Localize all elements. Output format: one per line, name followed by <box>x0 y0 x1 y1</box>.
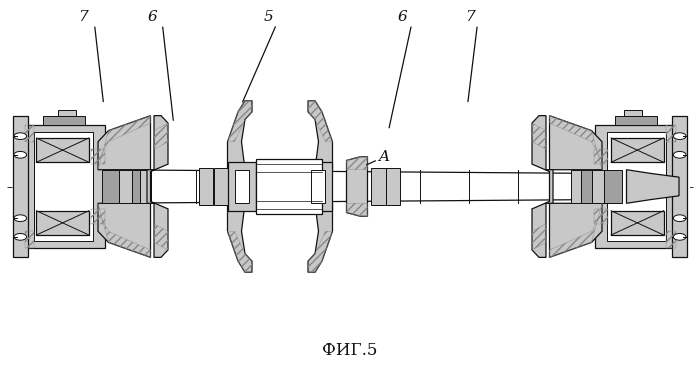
Polygon shape <box>308 203 332 272</box>
Bar <box>43 116 85 125</box>
Bar <box>119 170 132 203</box>
Bar <box>25 231 34 248</box>
Bar <box>34 132 93 241</box>
Bar <box>228 162 256 211</box>
Text: ФИГ.5: ФИГ.5 <box>322 342 378 359</box>
Bar <box>234 170 248 203</box>
Circle shape <box>673 233 686 240</box>
Bar <box>214 168 231 205</box>
Polygon shape <box>98 203 150 257</box>
Bar <box>592 170 604 203</box>
Polygon shape <box>346 157 368 216</box>
Circle shape <box>14 233 27 240</box>
Circle shape <box>673 133 686 140</box>
Bar <box>304 162 332 211</box>
Bar <box>624 110 642 116</box>
Bar <box>595 125 676 248</box>
Bar <box>91 209 105 224</box>
Bar <box>371 168 386 205</box>
Bar <box>58 110 76 116</box>
Bar <box>91 149 105 164</box>
Bar <box>386 168 400 205</box>
Bar <box>611 138 664 162</box>
Text: 6: 6 <box>148 10 158 24</box>
Bar <box>607 132 666 241</box>
Bar <box>256 159 322 214</box>
Bar <box>666 231 676 248</box>
Polygon shape <box>147 116 168 257</box>
Circle shape <box>673 215 686 222</box>
Bar <box>672 116 687 257</box>
Polygon shape <box>98 116 150 170</box>
Bar <box>25 125 105 248</box>
Polygon shape <box>550 116 602 170</box>
Polygon shape <box>550 203 602 257</box>
Bar <box>594 149 608 164</box>
Bar <box>36 138 89 162</box>
Circle shape <box>14 151 27 158</box>
Polygon shape <box>308 101 332 170</box>
Polygon shape <box>228 203 252 272</box>
Text: A: A <box>378 150 389 164</box>
Polygon shape <box>228 101 252 170</box>
Bar <box>604 170 622 203</box>
Bar <box>611 211 664 235</box>
Bar <box>312 170 326 203</box>
Bar <box>36 211 89 235</box>
Bar <box>666 125 676 142</box>
Polygon shape <box>532 116 553 257</box>
Bar <box>570 170 581 203</box>
Bar <box>594 209 608 224</box>
Polygon shape <box>626 170 679 203</box>
Polygon shape <box>98 170 602 203</box>
Bar <box>199 168 213 205</box>
Text: 6: 6 <box>398 10 407 24</box>
Bar <box>25 125 34 142</box>
Text: 5: 5 <box>263 10 273 24</box>
Circle shape <box>673 151 686 158</box>
Text: 7: 7 <box>466 10 475 24</box>
Bar <box>13 116 28 257</box>
Circle shape <box>14 133 27 140</box>
Text: 7: 7 <box>78 10 88 24</box>
Bar <box>132 170 142 203</box>
Bar <box>615 116 657 125</box>
Bar <box>581 170 592 203</box>
Circle shape <box>14 215 27 222</box>
Bar <box>140 170 150 203</box>
Bar <box>102 170 119 203</box>
